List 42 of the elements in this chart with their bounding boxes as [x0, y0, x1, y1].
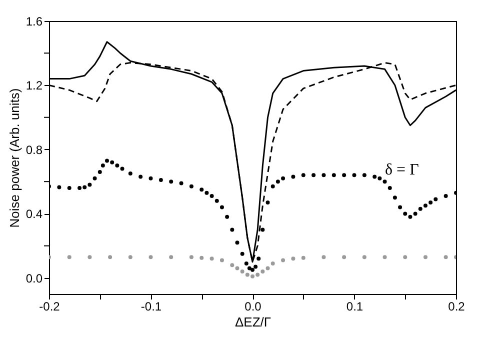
- point: [230, 263, 234, 268]
- point: [240, 270, 244, 274]
- point: [444, 255, 448, 260]
- point: [88, 255, 92, 260]
- point: [108, 255, 112, 260]
- point: [210, 256, 214, 261]
- point: [220, 258, 224, 262]
- y-tick-label: 0.0: [26, 271, 43, 286]
- point: [189, 255, 194, 260]
- point: [169, 255, 174, 260]
- point: [250, 274, 254, 278]
- point: [235, 266, 240, 270]
- y-tick-label: 0.4: [26, 207, 43, 222]
- point: [362, 255, 366, 260]
- point: [266, 266, 270, 270]
- annotation: δ = Γ: [385, 162, 419, 178]
- y-axis-title: Noise power (Arb. units): [6, 88, 22, 228]
- point: [148, 255, 153, 260]
- point: [260, 270, 265, 274]
- point: [67, 255, 72, 260]
- point: [291, 256, 296, 261]
- x-tick-label: 0.2: [448, 300, 466, 314]
- x-tick-label: -0.2: [39, 300, 60, 314]
- point: [128, 255, 132, 260]
- y-tick-label: 0.8: [26, 142, 43, 157]
- point: [270, 261, 275, 266]
- point: [200, 256, 204, 260]
- point: [342, 255, 346, 260]
- point: [322, 255, 326, 260]
- point: [423, 255, 428, 260]
- x-tick-label: 0.0: [244, 300, 262, 314]
- point: [281, 258, 286, 262]
- y-tick-label: 1.2: [26, 78, 43, 93]
- point: [301, 256, 306, 260]
- x-tick-label: -0.1: [140, 300, 162, 314]
- point: [403, 255, 408, 260]
- point: [245, 272, 250, 277]
- point: [256, 272, 260, 277]
- x-axis-title: ΔEZ/Γ: [234, 314, 272, 330]
- y-tick-label: 1.6: [26, 14, 43, 28]
- x-tick-label: 0.1: [346, 300, 364, 314]
- point: [382, 255, 387, 260]
